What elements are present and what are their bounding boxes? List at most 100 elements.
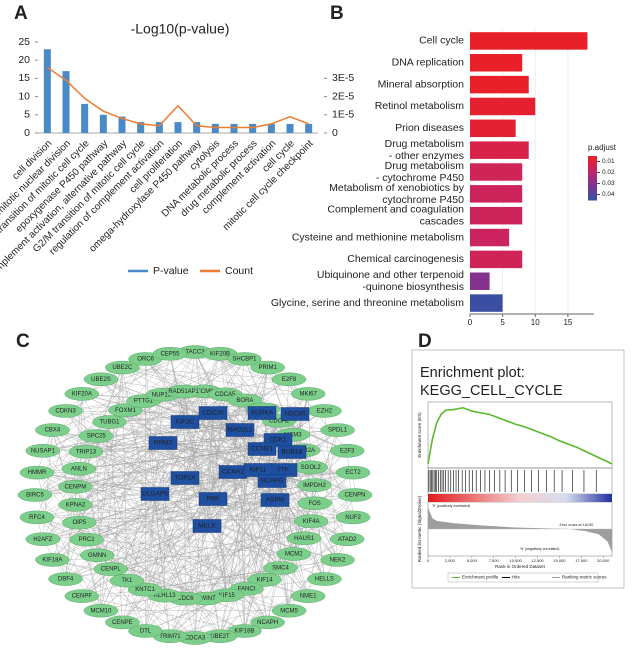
gene-label: KIF18B bbox=[234, 629, 254, 635]
gene-node bbox=[250, 615, 285, 630]
hub-label: TOP2A bbox=[174, 475, 196, 482]
edge bbox=[184, 391, 205, 479]
gene-node bbox=[62, 515, 97, 530]
gene-label: TACC3 bbox=[185, 350, 205, 356]
gene-label: NUF2 bbox=[345, 515, 361, 521]
edge bbox=[232, 471, 247, 589]
edge bbox=[206, 450, 304, 527]
hub-label: AURKA bbox=[251, 410, 274, 417]
edge bbox=[36, 472, 214, 500]
gene-label: CENPN bbox=[344, 493, 365, 499]
gene-label: E2F3 bbox=[340, 448, 355, 454]
hub-node bbox=[148, 436, 178, 450]
edge bbox=[79, 480, 273, 523]
edge bbox=[36, 442, 164, 518]
edge bbox=[162, 442, 263, 450]
gene-node bbox=[152, 347, 188, 361]
gene-label: FOXM1 bbox=[115, 408, 136, 414]
gene-node bbox=[290, 589, 326, 603]
edge bbox=[125, 410, 186, 599]
edge bbox=[81, 393, 264, 410]
colorbar-segment bbox=[588, 184, 597, 187]
line bbox=[46, 66, 309, 129]
edge bbox=[194, 499, 276, 639]
edge bbox=[145, 499, 276, 632]
edge bbox=[232, 471, 268, 623]
x-tick-label: 5 bbox=[500, 318, 505, 327]
edge bbox=[282, 469, 312, 522]
gene-node bbox=[58, 479, 93, 494]
hub-label: CCNB1 bbox=[251, 446, 273, 453]
gene-node bbox=[64, 589, 100, 603]
edge bbox=[52, 429, 186, 479]
y-tick-label: Ubiquinone and other terpenoid -quinone b… bbox=[317, 269, 464, 293]
edge bbox=[78, 358, 245, 469]
colorbar-segment bbox=[588, 170, 597, 173]
gene-label: TRIP13 bbox=[76, 449, 97, 455]
edge bbox=[42, 450, 165, 596]
gene-label: MCM2 bbox=[285, 552, 303, 558]
edge bbox=[206, 525, 268, 623]
gene-label: MCM6 bbox=[196, 389, 214, 395]
edge bbox=[86, 499, 276, 540]
gene-node bbox=[48, 404, 83, 418]
edge bbox=[75, 504, 208, 527]
edge bbox=[145, 358, 156, 495]
edge bbox=[262, 409, 348, 540]
hub-node bbox=[170, 415, 200, 429]
edge bbox=[144, 493, 156, 590]
gene-label: SGOL2 bbox=[301, 465, 322, 471]
gene-label: H2AFZ bbox=[33, 537, 52, 543]
rank-strip bbox=[428, 494, 612, 502]
bar bbox=[470, 54, 523, 72]
bar bbox=[62, 71, 70, 133]
edge bbox=[79, 499, 276, 523]
gene-label: NEK2 bbox=[330, 557, 346, 563]
edge bbox=[288, 450, 304, 611]
bar bbox=[286, 123, 294, 133]
gene-node bbox=[247, 573, 282, 587]
legend-frame bbox=[447, 572, 599, 583]
edge bbox=[145, 559, 338, 590]
edge bbox=[97, 367, 123, 556]
edge bbox=[85, 451, 186, 479]
colorbar-segment bbox=[588, 164, 597, 167]
x-tick-label: 0 bbox=[427, 558, 430, 563]
y-tick-label: 5 bbox=[24, 109, 30, 121]
hub-node bbox=[225, 423, 255, 437]
hub-label: RRM2 bbox=[154, 440, 173, 447]
gene-label: E2F8 bbox=[282, 377, 297, 383]
edge bbox=[212, 485, 315, 500]
gene-label: UBE2C bbox=[112, 365, 133, 371]
hub-node bbox=[192, 519, 222, 533]
gene-label: KIF20A bbox=[72, 391, 92, 397]
gene-label: KIF15 bbox=[219, 593, 236, 599]
y-tick-label: Metabolism of xenobiotics by cytochrome P… bbox=[329, 182, 465, 206]
hub-label: CCNA2 bbox=[222, 469, 244, 476]
edge bbox=[184, 412, 214, 479]
edge bbox=[75, 504, 312, 522]
edge bbox=[52, 559, 290, 611]
gene-node bbox=[105, 615, 140, 630]
x-axis-label: Rank in Ordered Dataset bbox=[495, 564, 546, 569]
hub-label: NDC80 bbox=[284, 411, 306, 418]
gene-node bbox=[105, 360, 140, 375]
bar bbox=[470, 97, 536, 116]
chart-title: Enrichment plot: KEGG_CELL_CYCLE bbox=[420, 365, 563, 399]
edge bbox=[219, 353, 226, 395]
legend-label: P-value bbox=[153, 265, 189, 277]
edge bbox=[122, 367, 276, 501]
bar bbox=[470, 294, 503, 312]
edge bbox=[78, 448, 263, 469]
edge bbox=[206, 494, 356, 527]
gene-label: CDCA3 bbox=[185, 636, 206, 642]
gene-node bbox=[127, 582, 163, 597]
edge bbox=[183, 391, 234, 473]
bar bbox=[470, 163, 523, 181]
annotation: 'N' (negatively correlated) bbox=[520, 547, 559, 551]
gene-node bbox=[58, 498, 93, 512]
y-tick-label: Prion diseases bbox=[395, 122, 464, 134]
bar bbox=[305, 123, 313, 133]
edge bbox=[109, 412, 214, 423]
